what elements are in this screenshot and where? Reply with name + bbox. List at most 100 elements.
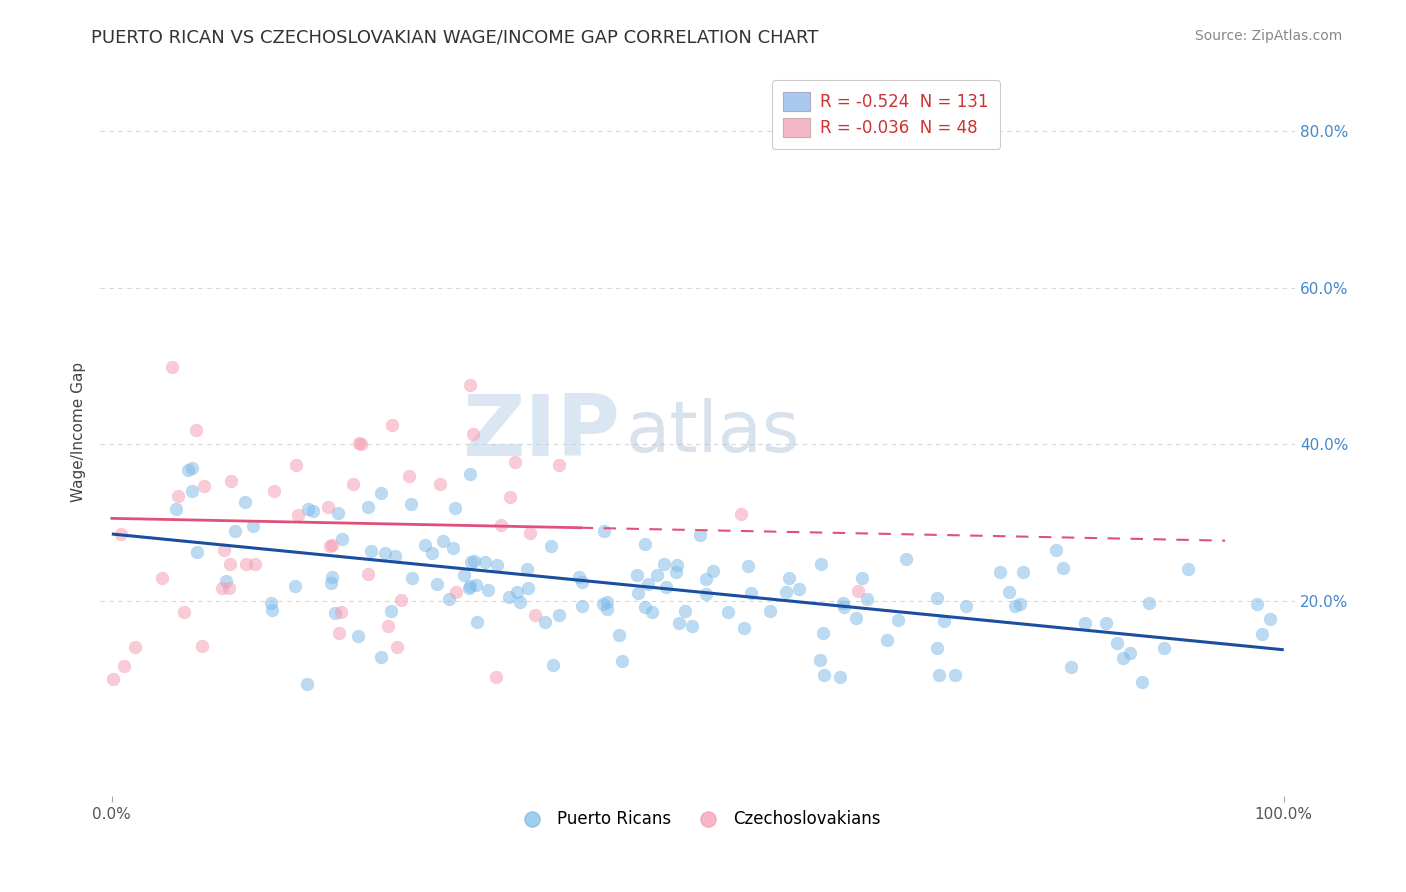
Point — [1004, 599, 1026, 613]
Point — [610, 654, 633, 668]
Point — [260, 596, 283, 610]
Point — [347, 629, 370, 643]
Point — [413, 538, 436, 552]
Point — [834, 599, 856, 614]
Point — [627, 586, 650, 600]
Point — [810, 558, 832, 572]
Point — [498, 591, 520, 605]
Point — [540, 539, 562, 553]
Point — [439, 592, 461, 607]
Point — [426, 577, 449, 591]
Point — [519, 525, 541, 540]
Point — [928, 668, 950, 682]
Point — [193, 479, 215, 493]
Point — [813, 668, 835, 682]
Point — [318, 539, 340, 553]
Point — [887, 614, 910, 628]
Point — [110, 527, 132, 541]
Point — [1105, 636, 1128, 650]
Point — [1008, 597, 1031, 611]
Point — [668, 615, 690, 630]
Point — [285, 458, 308, 472]
Point — [1112, 651, 1135, 665]
Point — [1060, 660, 1083, 674]
Point — [654, 580, 676, 594]
Text: ZIP: ZIP — [463, 391, 620, 474]
Point — [932, 614, 955, 628]
Point — [851, 571, 873, 585]
Point — [485, 670, 508, 684]
Point — [233, 495, 256, 509]
Point — [474, 555, 496, 569]
Point — [1153, 640, 1175, 655]
Point — [665, 558, 688, 573]
Point — [347, 435, 370, 450]
Point — [896, 552, 918, 566]
Point — [1052, 561, 1074, 575]
Point — [1258, 612, 1281, 626]
Point — [401, 571, 423, 585]
Point — [955, 599, 977, 614]
Point — [260, 603, 283, 617]
Point — [998, 584, 1021, 599]
Point — [177, 463, 200, 477]
Point — [444, 501, 467, 516]
Point — [398, 469, 420, 483]
Point — [673, 605, 696, 619]
Point — [548, 608, 571, 623]
Point — [778, 571, 800, 585]
Point — [702, 564, 724, 578]
Point — [571, 599, 593, 613]
Point — [224, 524, 246, 538]
Point — [399, 497, 422, 511]
Point — [180, 461, 202, 475]
Point — [568, 570, 591, 584]
Point — [486, 558, 509, 572]
Point — [943, 667, 966, 681]
Point — [1073, 616, 1095, 631]
Point — [444, 585, 467, 599]
Point — [458, 582, 481, 596]
Point — [323, 606, 346, 620]
Point — [219, 558, 242, 572]
Point — [332, 532, 354, 546]
Point — [832, 596, 855, 610]
Point — [297, 502, 319, 516]
Point — [319, 575, 342, 590]
Point — [443, 541, 465, 555]
Point — [808, 653, 831, 667]
Point — [828, 670, 851, 684]
Point — [263, 483, 285, 498]
Point — [342, 477, 364, 491]
Point — [384, 549, 406, 564]
Point — [730, 507, 752, 521]
Y-axis label: Wage/Income Gap: Wage/Income Gap — [72, 362, 86, 502]
Point — [596, 602, 619, 616]
Legend: Puerto Ricans, Czechoslovakians: Puerto Ricans, Czechoslovakians — [509, 804, 887, 835]
Point — [876, 632, 898, 647]
Point — [328, 625, 350, 640]
Point — [695, 572, 717, 586]
Point — [681, 619, 703, 633]
Point — [360, 544, 382, 558]
Point — [1119, 646, 1142, 660]
Point — [458, 579, 481, 593]
Point — [461, 427, 484, 442]
Point — [1011, 565, 1033, 579]
Point — [1130, 675, 1153, 690]
Point — [641, 605, 664, 619]
Point — [173, 605, 195, 619]
Point — [499, 490, 522, 504]
Point — [377, 619, 399, 633]
Point — [652, 558, 675, 572]
Point — [112, 659, 135, 673]
Point — [389, 593, 412, 607]
Point — [235, 557, 257, 571]
Point — [218, 582, 240, 596]
Point — [463, 554, 485, 568]
Point — [634, 599, 657, 614]
Point — [214, 574, 236, 588]
Point — [489, 518, 512, 533]
Point — [190, 640, 212, 654]
Point — [634, 537, 657, 551]
